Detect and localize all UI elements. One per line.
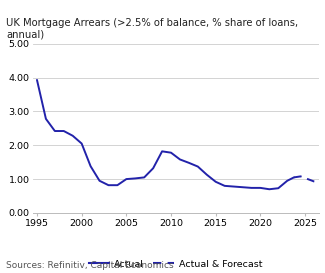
Text: UK Mortgage Arrears (>2.5% of balance, % share of loans, annual): UK Mortgage Arrears (>2.5% of balance, %… [6, 18, 299, 40]
Text: Sources: Refinitiv, Capital Economics: Sources: Refinitiv, Capital Economics [6, 261, 174, 270]
Legend: Actual, Actual & Forecast: Actual, Actual & Forecast [85, 256, 266, 272]
